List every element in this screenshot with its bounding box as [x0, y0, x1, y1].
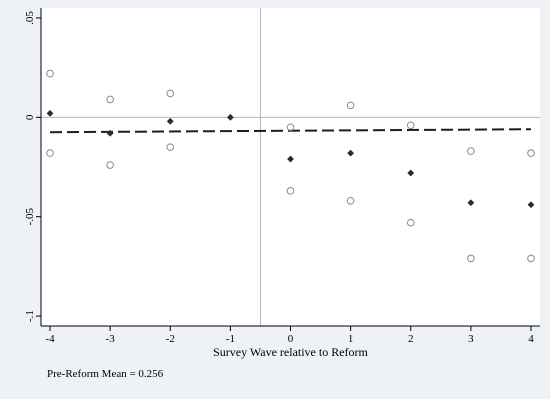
lower-ci-marker: [286, 187, 295, 195]
point-estimate-marker: [467, 199, 475, 207]
point-estimate-marker: [527, 201, 535, 209]
lower-ci-marker: [106, 161, 114, 169]
x-tick-label: 0: [288, 333, 294, 345]
x-tick-label: -1: [226, 333, 235, 345]
upper-ci-marker: [406, 121, 415, 130]
lower-ci-marker: [46, 149, 54, 157]
lower-ci-marker: [406, 218, 415, 227]
point-estimate-marker: [347, 149, 355, 157]
lower-ci-marker: [467, 254, 475, 263]
point-estimate-marker: [46, 109, 54, 117]
pre-reform-mean-note: Pre-Reform Mean = 0.256: [47, 368, 164, 380]
x-tick-label: 2: [408, 333, 414, 345]
point-estimate-marker: [106, 129, 114, 137]
upper-ci-marker: [286, 123, 295, 132]
x-tick-label: 1: [348, 333, 354, 345]
upper-ci-marker: [467, 147, 475, 155]
upper-ci-marker: [46, 69, 54, 78]
x-tick-label: -4: [45, 333, 55, 345]
y-tick-label: .05: [24, 11, 36, 25]
lower-ci-marker: [527, 254, 535, 263]
markers-layer: [46, 69, 535, 263]
lower-ci-marker: [346, 196, 355, 205]
x-tick-label: -3: [106, 333, 116, 345]
point-estimate-marker: [287, 155, 294, 163]
reference-lines: [41, 8, 540, 326]
upper-ci-marker: [106, 95, 114, 104]
x-tick-label: 3: [468, 333, 474, 345]
y-tick-label: 0: [24, 114, 36, 120]
upper-ci-marker: [346, 101, 355, 110]
lower-ci-marker: [166, 143, 175, 151]
plot-area: [41, 8, 540, 326]
upper-ci-marker: [166, 89, 175, 98]
axes-layer: -4 -3 -2 -1 0 1 2 3 4 -.1 -.05 0 .05: [24, 8, 540, 345]
y-tick-label: -.05: [24, 207, 36, 225]
point-estimate-marker: [407, 169, 415, 177]
y-tick-label: -.1: [24, 310, 36, 322]
x-axis-title: Survey Wave relative to Reform: [213, 345, 368, 359]
point-estimate-marker: [166, 117, 174, 125]
upper-ci-marker: [527, 149, 535, 157]
x-tick-label: -2: [166, 333, 175, 345]
point-estimate-marker: [226, 113, 234, 121]
x-tick-label: 4: [528, 333, 534, 345]
